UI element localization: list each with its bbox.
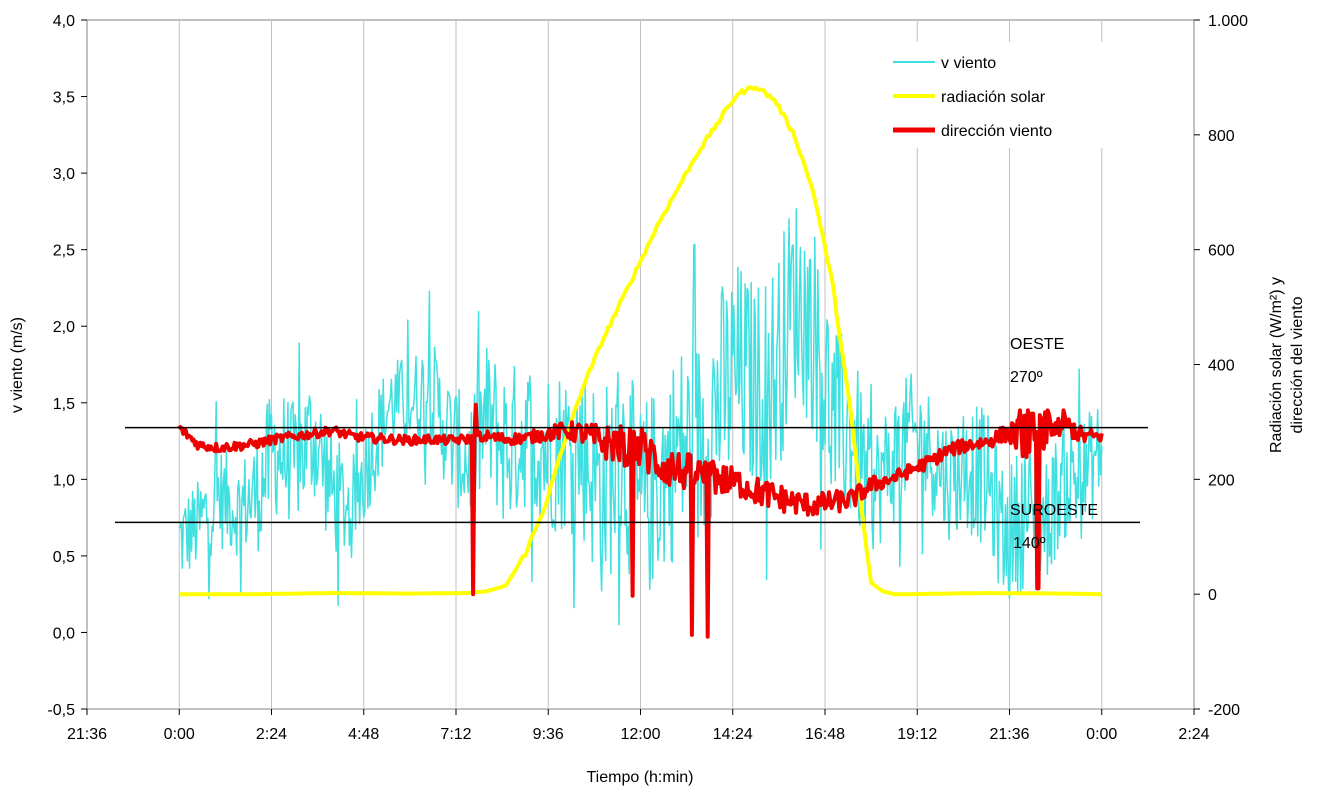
y-right-tick-label: 0 [1208, 587, 1217, 604]
x-tick-label: 9:36 [533, 726, 564, 743]
y-right-tick-label: 800 [1208, 128, 1235, 145]
y-left-tick-label: 1,5 [53, 396, 75, 413]
annotation-270: 270º [1010, 369, 1043, 386]
y-axis-left-title: v viento (m/s) [9, 317, 26, 413]
x-axis-title: Tiempo (h:min) [587, 769, 694, 786]
y-left-tick-label: 3,5 [53, 90, 75, 107]
x-tick-label: 2:24 [256, 726, 287, 743]
x-tick-label: 21:36 [989, 726, 1029, 743]
series-line-direccion-viento [177, 402, 1104, 639]
annotation-oeste: OESTE [1010, 336, 1064, 353]
y-left-tick-label: 2,0 [53, 319, 75, 336]
x-tick-label: 7:12 [440, 726, 471, 743]
legend: v viento radiación solar dirección vient… [880, 42, 1110, 148]
y-left-tick-label: -0,5 [47, 702, 75, 719]
y-right-tick-label: 200 [1208, 472, 1235, 489]
y-left-tick-label: 0,0 [53, 625, 75, 642]
x-tick-label: 0:00 [164, 726, 195, 743]
axes: 21:36 0:00 2:24 4:48 7:12 9:36 12:00 14:24 16:48… [47, 13, 1248, 743]
x-tick-label: 19:12 [897, 726, 937, 743]
y-right-tick-label: 1.000 [1208, 13, 1248, 30]
y-axis-right-title-line1: Radiación solar (W/m²) y [1268, 277, 1285, 453]
x-tick-label: 16:48 [805, 726, 845, 743]
x-tick-label: 14:24 [713, 726, 753, 743]
series-layer [177, 85, 1104, 639]
x-tick-label: 4:48 [348, 726, 379, 743]
x-tick-label: 12:00 [620, 726, 660, 743]
series-line-radiacion-solar [179, 85, 1102, 597]
annotation-suroeste: SUROESTE [1010, 502, 1098, 519]
y-left-tick-label: 1,0 [53, 472, 75, 489]
annotation-140: 140º [1013, 535, 1046, 552]
y-left-tick-label: 0,5 [53, 549, 75, 566]
x-tick-label: 21:36 [67, 726, 107, 743]
y-left-tick-label: 4,0 [53, 13, 75, 30]
y-left-tick-label: 2,5 [53, 243, 75, 260]
reference-lines [115, 426, 1148, 524]
y-axis-right-title-line2: dirección del viento [1289, 296, 1306, 433]
legend-label-radiacion-solar: radiación solar [941, 89, 1046, 106]
y-left-tick-label: 3,0 [53, 166, 75, 183]
y-right-tick-label: -200 [1208, 702, 1240, 719]
x-tick-label: 2:24 [1178, 726, 1209, 743]
legend-label-direccion-viento: dirección viento [941, 123, 1052, 140]
y-right-tick-label: 600 [1208, 243, 1235, 260]
legend-label-v-viento: v viento [941, 55, 996, 72]
series-line-v-viento [178, 208, 1103, 626]
y-right-tick-label: 400 [1208, 358, 1235, 375]
x-tick-label: 0:00 [1086, 726, 1117, 743]
